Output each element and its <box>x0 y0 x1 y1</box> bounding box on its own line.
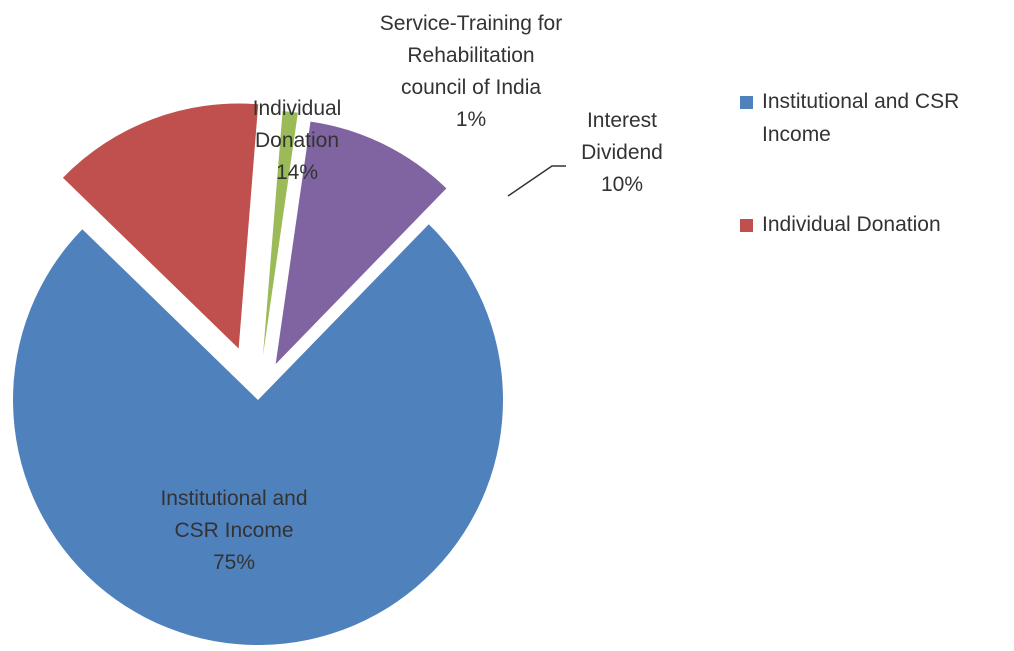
leader-line-interest-dividend <box>507 165 566 197</box>
data-label-0: Institutional and CSR Income 75% <box>160 487 307 574</box>
pie-slice-0 <box>13 224 504 645</box>
pie-slice-1 <box>62 103 259 349</box>
legend-swatch-0 <box>740 96 753 109</box>
data-label-2: Service-Training for Rehabilitation counci… <box>380 12 562 131</box>
pie-slice-3 <box>275 121 447 365</box>
pie-slice-2 <box>263 111 298 356</box>
legend-label-1: Individual Donation <box>762 213 941 236</box>
legend-swatch-1 <box>740 219 753 232</box>
leader-layer <box>507 165 566 197</box>
data-label-1: Individual Donation 14% <box>253 97 342 184</box>
slices-layer <box>13 103 504 645</box>
legend-label-0: Institutional and CSR Income <box>762 90 959 146</box>
legend: Institutional and CSR Income Individual Do… <box>740 90 959 236</box>
data-label-3: Interest Dividend 10% <box>581 109 663 196</box>
data-labels-layer: Institutional and CSR Income 75% Individual… <box>160 12 662 574</box>
